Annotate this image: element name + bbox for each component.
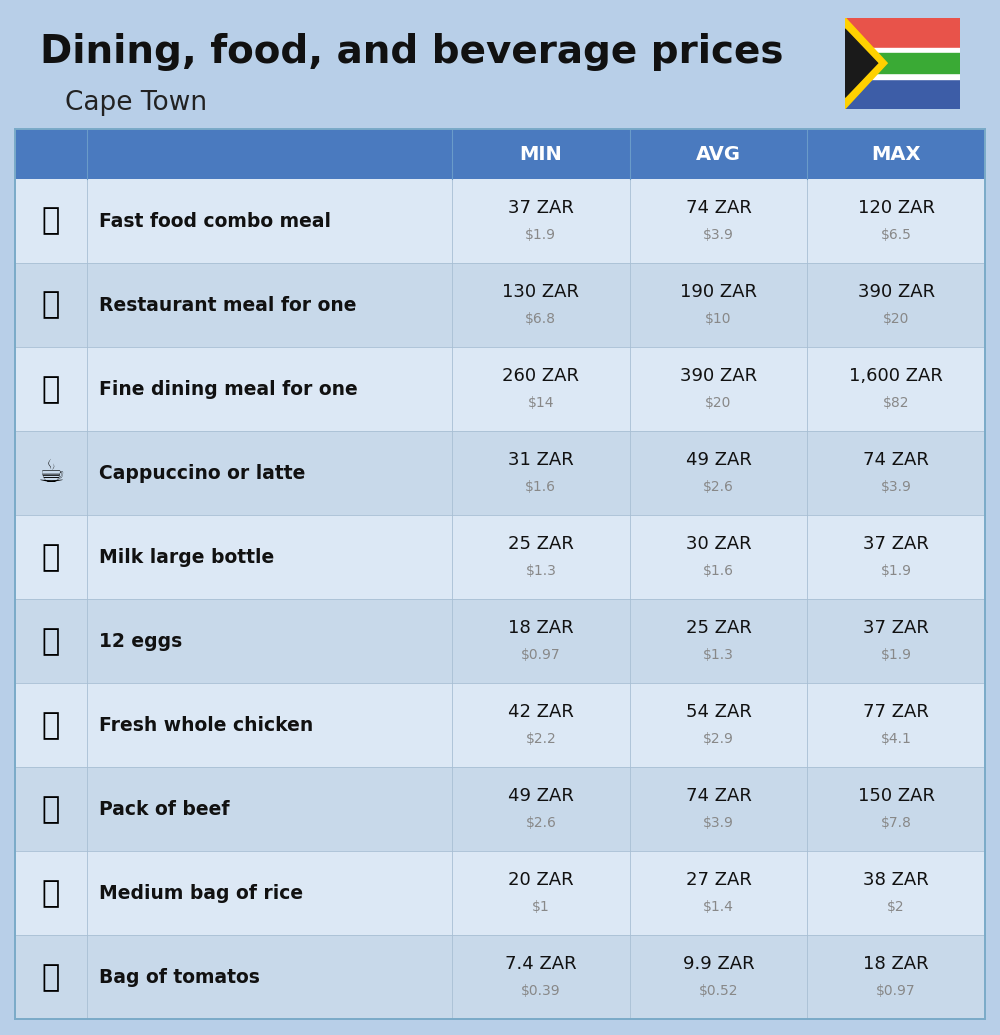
Text: MAX: MAX: [871, 145, 921, 164]
Text: 7.4 ZAR: 7.4 ZAR: [505, 955, 577, 973]
Text: 31 ZAR: 31 ZAR: [508, 451, 574, 469]
Text: Restaurant meal for one: Restaurant meal for one: [99, 296, 356, 315]
Text: 74 ZAR: 74 ZAR: [686, 787, 751, 805]
Text: $20: $20: [705, 395, 732, 410]
Text: $6.8: $6.8: [525, 312, 556, 326]
Text: 12 eggs: 12 eggs: [99, 631, 182, 651]
Text: $20: $20: [883, 312, 909, 326]
Text: 74 ZAR: 74 ZAR: [863, 451, 929, 469]
Bar: [845, 63, 960, 109]
Text: ☕: ☕: [37, 459, 65, 487]
Bar: [845, 18, 960, 63]
Bar: [845, 53, 960, 73]
Text: Cappuccino or latte: Cappuccino or latte: [99, 464, 305, 482]
Text: Pack of beef: Pack of beef: [99, 800, 230, 819]
Text: $6.5: $6.5: [881, 228, 912, 241]
Text: 25 ZAR: 25 ZAR: [686, 619, 751, 637]
Text: 🥩: 🥩: [42, 795, 60, 824]
Text: 37 ZAR: 37 ZAR: [863, 619, 929, 637]
Text: $14: $14: [528, 395, 554, 410]
Text: $1.4: $1.4: [703, 899, 734, 914]
Text: 27 ZAR: 27 ZAR: [686, 871, 751, 889]
Text: 77 ZAR: 77 ZAR: [863, 703, 929, 720]
Text: $1.6: $1.6: [703, 564, 734, 578]
Text: $2: $2: [887, 899, 905, 914]
Text: 🥛: 🥛: [42, 542, 60, 571]
Text: 🍳: 🍳: [42, 291, 60, 320]
Text: 1,600 ZAR: 1,600 ZAR: [849, 366, 943, 385]
Text: MIN: MIN: [519, 145, 562, 164]
Text: 42 ZAR: 42 ZAR: [508, 703, 574, 720]
Text: 37 ZAR: 37 ZAR: [508, 199, 574, 216]
Text: 🍚: 🍚: [42, 879, 60, 908]
Text: Fast food combo meal: Fast food combo meal: [99, 211, 331, 231]
Text: $1.3: $1.3: [525, 564, 556, 578]
Text: 🥚: 🥚: [42, 627, 60, 656]
Text: 20 ZAR: 20 ZAR: [508, 871, 574, 889]
Bar: [845, 51, 960, 76]
Text: Milk large bottle: Milk large bottle: [99, 548, 274, 567]
Text: Fresh whole chicken: Fresh whole chicken: [99, 716, 313, 735]
Text: 54 ZAR: 54 ZAR: [686, 703, 751, 720]
Text: 390 ZAR: 390 ZAR: [680, 366, 757, 385]
Bar: [845, 73, 960, 79]
Text: 9.9 ZAR: 9.9 ZAR: [683, 955, 754, 973]
Text: $1.9: $1.9: [525, 228, 556, 241]
Text: 18 ZAR: 18 ZAR: [508, 619, 574, 637]
Text: Medium bag of rice: Medium bag of rice: [99, 884, 303, 903]
Text: $4.1: $4.1: [881, 732, 912, 746]
Text: 30 ZAR: 30 ZAR: [686, 535, 751, 553]
Text: 37 ZAR: 37 ZAR: [863, 535, 929, 553]
Text: $2.6: $2.6: [525, 816, 556, 830]
Text: 150 ZAR: 150 ZAR: [858, 787, 935, 805]
Text: 260 ZAR: 260 ZAR: [502, 366, 579, 385]
Text: $1.9: $1.9: [881, 564, 912, 578]
Text: Cape Town: Cape Town: [65, 90, 207, 116]
Text: 18 ZAR: 18 ZAR: [863, 955, 929, 973]
Text: $2.6: $2.6: [703, 479, 734, 494]
Text: $1.6: $1.6: [525, 479, 556, 494]
Text: Fine dining meal for one: Fine dining meal for one: [99, 380, 358, 398]
Text: $2.2: $2.2: [525, 732, 556, 746]
Text: $3.9: $3.9: [703, 816, 734, 830]
Text: 190 ZAR: 190 ZAR: [680, 283, 757, 300]
Text: $1: $1: [532, 899, 550, 914]
Text: 🍔: 🍔: [42, 207, 60, 236]
Text: AVG: AVG: [696, 145, 741, 164]
Text: 130 ZAR: 130 ZAR: [502, 283, 579, 300]
Text: $2.9: $2.9: [703, 732, 734, 746]
Text: 🍽: 🍽: [42, 375, 60, 404]
Text: $82: $82: [883, 395, 909, 410]
Text: $0.39: $0.39: [521, 984, 561, 998]
Text: $0.52: $0.52: [699, 984, 738, 998]
Text: 74 ZAR: 74 ZAR: [686, 199, 751, 216]
Text: 120 ZAR: 120 ZAR: [858, 199, 935, 216]
Text: Bag of tomatos: Bag of tomatos: [99, 968, 260, 987]
Polygon shape: [845, 18, 887, 109]
Text: 390 ZAR: 390 ZAR: [858, 283, 935, 300]
Text: $0.97: $0.97: [521, 648, 561, 661]
Text: 49 ZAR: 49 ZAR: [508, 787, 574, 805]
Text: $0.97: $0.97: [876, 984, 916, 998]
Text: 25 ZAR: 25 ZAR: [508, 535, 574, 553]
Bar: [845, 48, 960, 53]
Text: $7.8: $7.8: [881, 816, 912, 830]
Text: Dining, food, and beverage prices: Dining, food, and beverage prices: [40, 33, 784, 71]
Text: $3.9: $3.9: [703, 228, 734, 241]
Text: $1.3: $1.3: [703, 648, 734, 661]
Text: 38 ZAR: 38 ZAR: [863, 871, 929, 889]
Text: 🍅: 🍅: [42, 963, 60, 992]
Text: $10: $10: [705, 312, 732, 326]
Text: 49 ZAR: 49 ZAR: [686, 451, 751, 469]
Polygon shape: [845, 29, 878, 97]
Text: $1.9: $1.9: [881, 648, 912, 661]
Text: $3.9: $3.9: [881, 479, 912, 494]
Text: 🍗: 🍗: [42, 711, 60, 740]
